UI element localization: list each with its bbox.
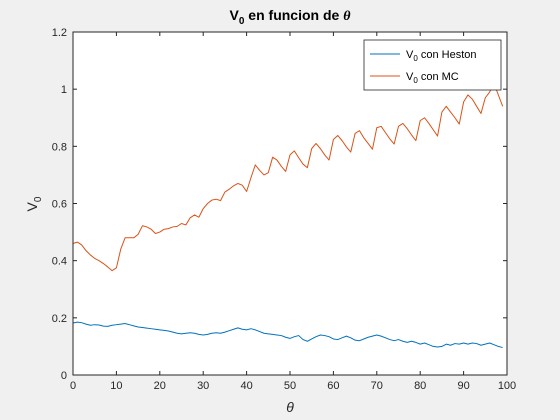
- tick-labels: 0 10 20 30 40 50 60 70 80 90 100 0 0.2 0.4 0.6 0.8 1 1.2: [52, 27, 516, 392]
- x-tick-label: 70: [371, 380, 383, 392]
- x-tick-label: 20: [154, 380, 166, 392]
- y-tick-label: 1.2: [52, 27, 67, 39]
- title-rest: en funcion de: [244, 7, 343, 23]
- series-lines: [72, 82, 504, 349]
- x-tick-label: 60: [327, 380, 339, 392]
- legend-box: [363, 39, 502, 91]
- title-sub: 0: [239, 16, 245, 27]
- x-tick-label: 0: [70, 380, 76, 392]
- x-axis-label: θ: [286, 399, 294, 415]
- x-tick-label: 10: [110, 380, 122, 392]
- legend-label-mc: V0 con MC: [406, 71, 459, 85]
- legend: V0 con Heston V0 con MC: [363, 39, 502, 91]
- plot-frame: [72, 31, 508, 376]
- title-sym: θ: [343, 9, 351, 24]
- y-axis-label: V0: [24, 196, 44, 211]
- x-tick-label: 90: [457, 380, 469, 392]
- x-tick-label: 100: [498, 380, 516, 392]
- legend-label-heston: V0 con Heston: [406, 49, 477, 63]
- ylabel-main: V: [24, 201, 40, 211]
- series-line-heston: [72, 321, 503, 349]
- y-tick-label: 0.4: [52, 256, 67, 268]
- y-tick-label: 0.2: [52, 313, 67, 325]
- ylabel-sub: 0: [33, 196, 44, 202]
- x-tick-label: 40: [240, 380, 252, 392]
- y-tick-label: 0.8: [52, 141, 67, 153]
- series-line-mc: [72, 82, 504, 272]
- title-main: V: [230, 7, 240, 23]
- x-tick-label: 50: [284, 380, 296, 392]
- x-tick-label: 80: [414, 380, 426, 392]
- chart-title: V0 en funcion de θ: [230, 7, 352, 27]
- x-tick-label: 30: [197, 380, 209, 392]
- y-tick-label: 0: [61, 370, 67, 382]
- y-tick-label: 1: [61, 84, 67, 96]
- y-tick-label: 0.6: [52, 199, 67, 211]
